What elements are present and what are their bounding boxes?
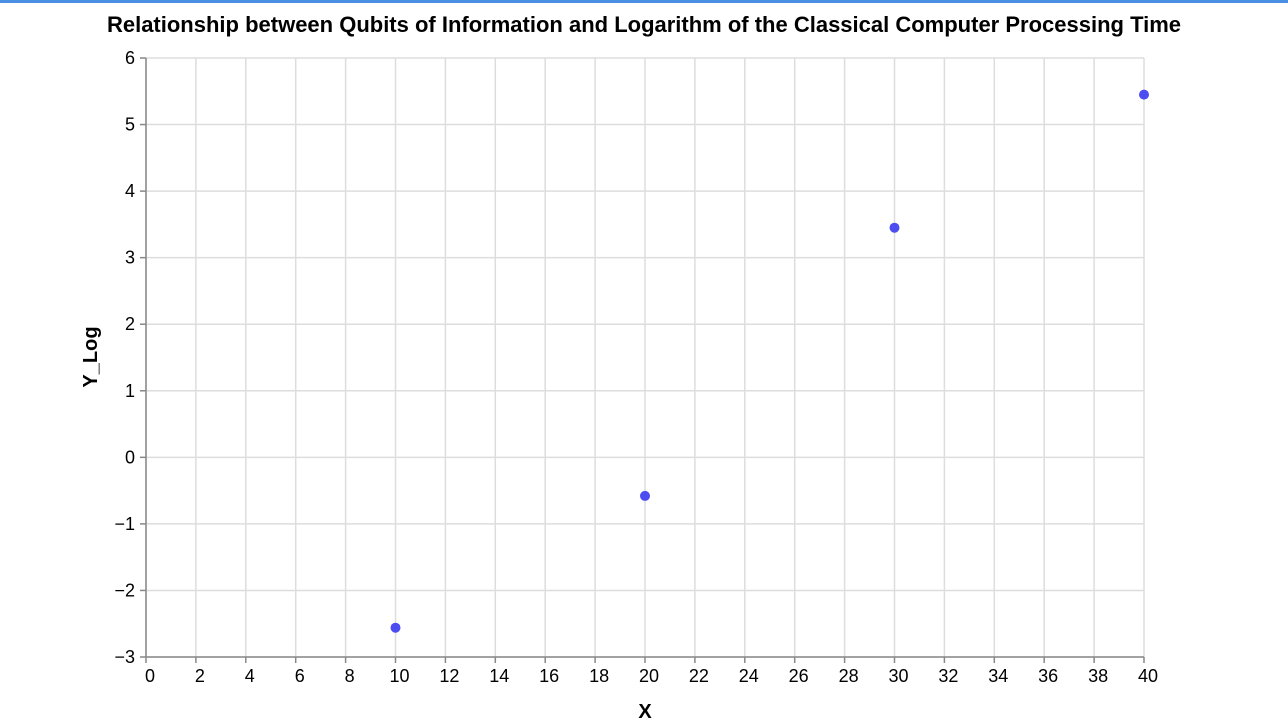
data-point[interactable] <box>889 222 900 233</box>
axes <box>140 57 1145 663</box>
x-tick-label: 20 <box>639 666 659 686</box>
y-tick-label: 6 <box>125 48 135 68</box>
y-tick-label: −1 <box>114 514 135 534</box>
x-tick-label: 28 <box>839 666 859 686</box>
x-tick-label: 30 <box>888 666 908 686</box>
x-tick-label: 34 <box>988 666 1008 686</box>
data-point[interactable] <box>390 622 401 633</box>
x-tick-label: 0 <box>145 666 155 686</box>
top-accent-rule <box>0 0 1288 3</box>
tick-labels: 0 2 4 6 8 10 12 14 16 18 20 22 24 26 28 30 32 34 36 38 40−3−… <box>114 48 1158 686</box>
x-tick-label: 22 <box>689 666 709 686</box>
y-tick-label: 4 <box>125 181 135 201</box>
x-tick-label: 36 <box>1038 666 1058 686</box>
x-tick-label: 10 <box>389 666 409 686</box>
data-point[interactable] <box>640 490 650 501</box>
y-tick-label: 5 <box>125 115 135 135</box>
y-tick-label: 3 <box>125 248 135 268</box>
x-tick-label: 18 <box>589 666 609 686</box>
x-tick-label: 32 <box>938 666 958 686</box>
data-point[interactable] <box>1139 89 1149 100</box>
x-tick-label: 2 <box>195 666 205 686</box>
x-tick-label: 12 <box>439 666 459 686</box>
x-tick-label: 40 <box>1138 666 1158 686</box>
y-tick-label: −3 <box>114 647 135 667</box>
x-tick-label: 8 <box>345 666 355 686</box>
x-axis-title: X <box>638 701 652 723</box>
chart-title: Relationship between Qubits of Informati… <box>107 12 1181 37</box>
data-points <box>390 89 1149 633</box>
y-axis-title: Y_Log <box>80 326 102 387</box>
x-tick-label: 26 <box>789 666 809 686</box>
grid <box>145 57 1145 658</box>
y-tick-label: 0 <box>125 447 135 467</box>
x-tick-label: 38 <box>1088 666 1108 686</box>
y-tick-label: −2 <box>114 580 135 600</box>
x-tick-label: 4 <box>245 666 255 686</box>
y-tick-label: 2 <box>125 314 135 334</box>
x-tick-label: 16 <box>539 666 559 686</box>
y-tick-label: 1 <box>125 381 135 401</box>
x-tick-label: 14 <box>489 666 509 686</box>
x-tick-label: 24 <box>739 666 759 686</box>
x-tick-label: 6 <box>295 666 305 686</box>
